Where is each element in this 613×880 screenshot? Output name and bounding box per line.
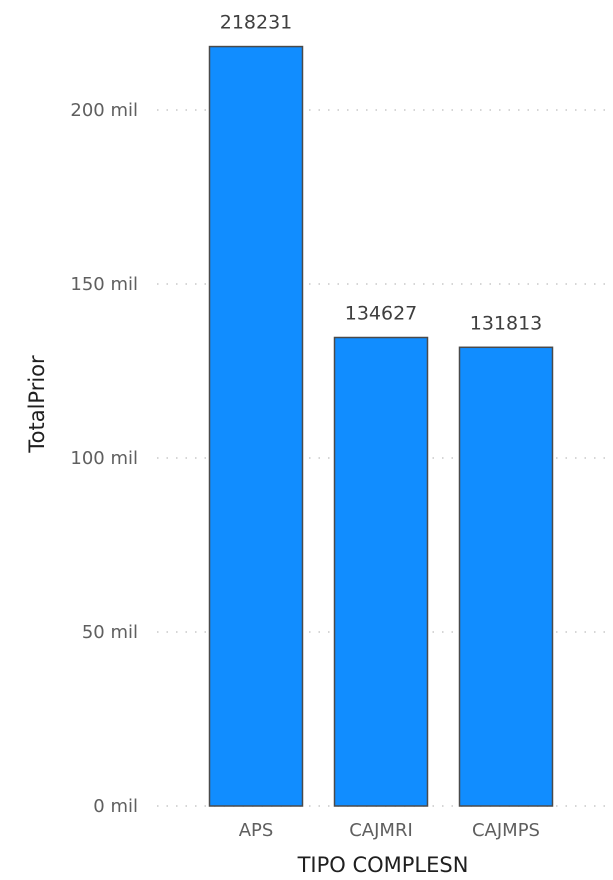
bar-cajmri[interactable] bbox=[333, 336, 429, 807]
y-tick-label: 200 mil bbox=[70, 100, 138, 121]
data-labels: 218231 134627 131813 bbox=[220, 12, 543, 335]
data-label: 131813 bbox=[470, 312, 543, 334]
x-tick-label: CAJMPS bbox=[472, 820, 540, 841]
y-tick-label: 150 mil bbox=[70, 274, 138, 295]
x-axis-ticks: APS CAJMRI CAJMPS bbox=[239, 820, 540, 841]
bar-cajmps[interactable] bbox=[458, 346, 554, 807]
x-tick-label: APS bbox=[239, 820, 274, 841]
data-label: 134627 bbox=[345, 302, 418, 324]
y-tick-label: 100 mil bbox=[70, 448, 138, 469]
x-axis-title: TIPO COMPLESN bbox=[297, 853, 469, 877]
y-tick-label: 0 mil bbox=[93, 796, 138, 817]
bars bbox=[208, 45, 554, 807]
y-axis-title: TotalPrior bbox=[25, 355, 49, 454]
y-axis-ticks: 0 mil 50 mil 100 mil 150 mil 200 mil bbox=[70, 100, 138, 817]
data-label: 218231 bbox=[220, 12, 293, 34]
y-tick-label: 50 mil bbox=[82, 622, 138, 643]
bar-aps[interactable] bbox=[208, 45, 304, 807]
x-tick-label: CAJMRI bbox=[349, 820, 413, 841]
